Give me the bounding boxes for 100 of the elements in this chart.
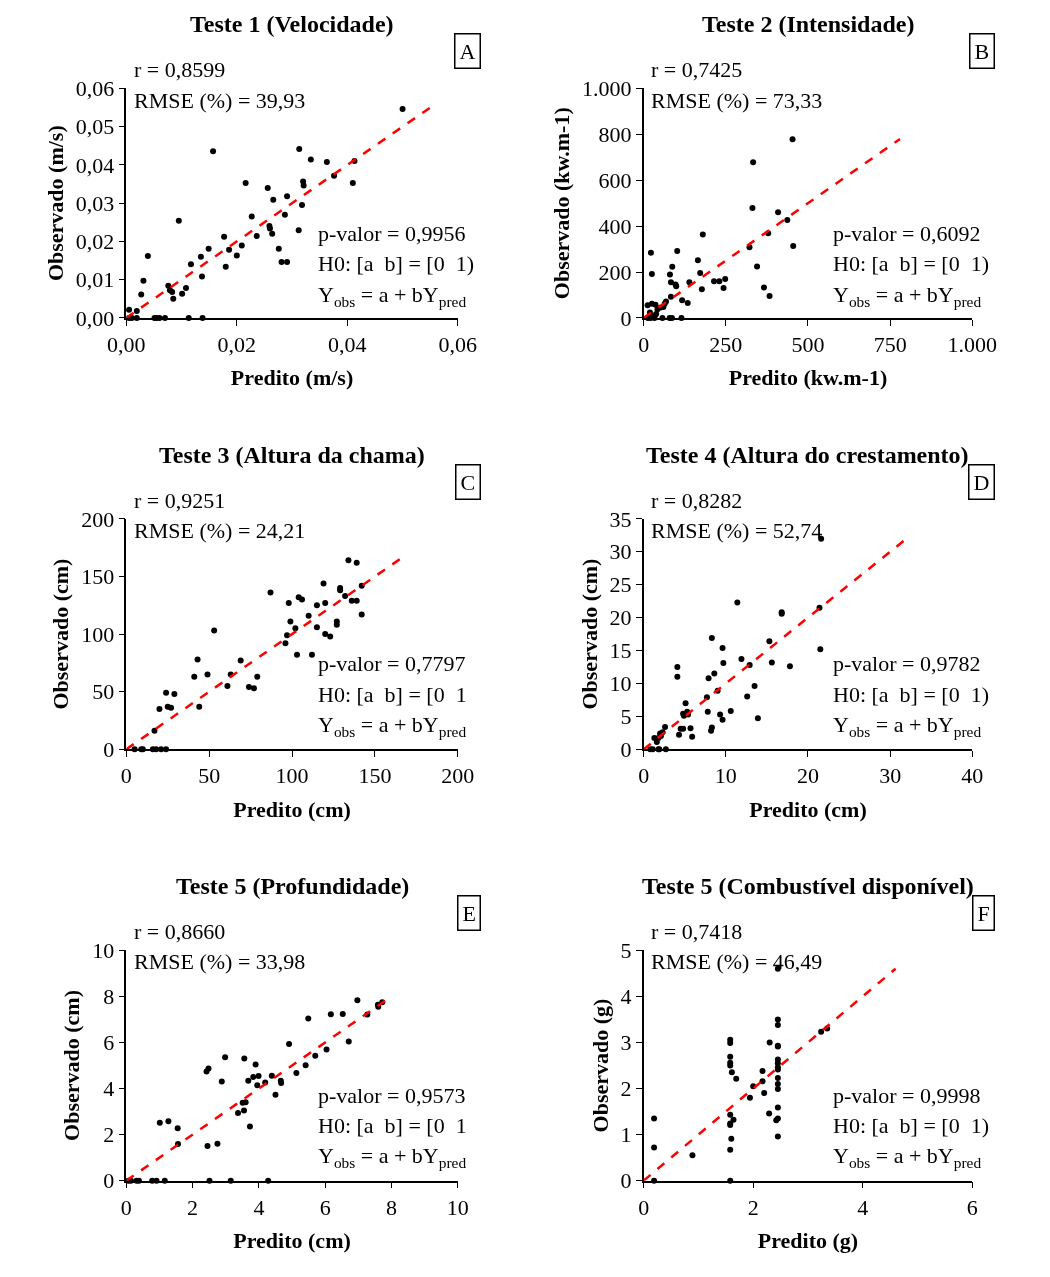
chart-title: Teste 3 (Altura da chama)	[159, 442, 425, 468]
text: B	[974, 38, 990, 64]
annotation: p-valor = 0,7797	[318, 651, 466, 676]
annotation: RMSE (%) = 24,21	[134, 518, 306, 543]
y-axis-title: Observado (m/s)	[42, 125, 68, 282]
x-tick-label: 20	[796, 763, 819, 789]
text: D	[973, 469, 990, 495]
y-tick-label: 2	[103, 1122, 115, 1148]
y-tick-label: 5	[620, 704, 632, 730]
y-tick-label: 200	[598, 259, 632, 285]
y-tick-label: 0,04	[75, 152, 115, 178]
chart-title: Teste 1 (Velocidade)	[190, 11, 394, 37]
text: C	[460, 469, 476, 495]
y-axis-title: Observado (g)	[587, 998, 613, 1133]
y-tick-label: 100	[81, 621, 115, 647]
annotation: p-valor = 0,9998	[833, 1083, 981, 1108]
y-tick-label: 2	[620, 1076, 632, 1102]
x-tick-label: 0,02	[217, 332, 257, 358]
y-tick-label: 4	[103, 1076, 115, 1102]
x-axis-title: Predito (cm)	[233, 1228, 351, 1254]
y-tick-label: 0,06	[75, 76, 115, 102]
x-tick-label: 150	[358, 763, 392, 789]
text: E	[462, 900, 476, 926]
y-tick-label: 8	[103, 984, 115, 1010]
y-tick-label: 3	[620, 1030, 632, 1056]
annotation: p-valor = 0,9573	[318, 1083, 466, 1108]
text: r = 0,9251	[134, 488, 226, 513]
annotation: Y$_{obs}$ = a + bY$_{pred}$	[318, 1143, 467, 1171]
annotation: RMSE (%) = 33,98	[134, 949, 306, 974]
y-tick-label: 30	[609, 539, 632, 565]
x-tick-label: 50	[198, 763, 221, 789]
y-tick-label: 35	[609, 506, 632, 532]
chart-title: Teste 4 (Altura do crestamento)	[646, 442, 969, 468]
x-tick-label: 250	[709, 332, 743, 358]
annotation: H0: [a b] = [0 1	[318, 1113, 467, 1138]
x-tick-label: 0,04	[328, 332, 367, 358]
annotation: H0: [a b] = [0 1)	[833, 682, 989, 707]
annotation: p-valor = 0,9782	[833, 651, 981, 676]
y-tick-label: 1	[620, 1122, 632, 1148]
y-tick-label: 0	[103, 1168, 115, 1194]
annotation: H0: [a b] = [0 1)	[833, 251, 989, 276]
text: r = 0,8599	[134, 57, 226, 82]
annotation: Y$_{obs}$ = a + bY$_{pred}$	[833, 1143, 982, 1171]
y-tick-label: 1.000	[582, 76, 632, 102]
x-tick-label: 10	[714, 763, 737, 789]
y-tick-label: 5	[620, 937, 632, 963]
y-tick-label: 0,05	[75, 114, 115, 140]
y-tick-label: 800	[598, 122, 632, 148]
x-axis-title: Predito (m/s)	[230, 365, 354, 391]
y-tick-label: 50	[92, 679, 115, 705]
chart-title: Teste 5 (Profundidade)	[176, 873, 410, 899]
annotation: RMSE (%) = 73,33	[651, 88, 823, 113]
y-tick-label: 0,00	[75, 305, 115, 331]
y-tick-label: 600	[598, 167, 632, 193]
y-tick-label: 15	[609, 638, 632, 664]
y-tick-label: 20	[609, 605, 632, 631]
y-tick-label: 150	[81, 564, 115, 590]
y-axis-title: Observado (cm)	[576, 558, 602, 710]
x-tick-label: 40	[961, 763, 984, 789]
y-tick-label: 0,03	[75, 190, 115, 216]
x-tick-label: 0	[638, 763, 650, 789]
x-tick-label: 100	[275, 763, 309, 789]
x-tick-label: 750	[873, 332, 907, 358]
annotation: Y$_{obs}$ = a + bY$_{pred}$	[833, 712, 982, 740]
annotation: H0: [a b] = [0 1)	[833, 1113, 989, 1138]
y-tick-label: 200	[81, 506, 115, 532]
text: F	[977, 900, 990, 926]
annotation: Y$_{obs}$ = a + bY$_{pred}$	[318, 712, 467, 740]
x-tick-label: 30	[879, 763, 902, 789]
text: r = 0,7418	[651, 919, 743, 944]
y-tick-label: 400	[598, 213, 632, 239]
chart-title: Teste 5 (Combustível disponível)	[642, 873, 974, 899]
x-tick-label: 200	[441, 763, 475, 789]
x-tick-label: 0	[638, 1194, 650, 1220]
y-tick-label: 25	[609, 572, 632, 598]
y-axis-title: Observado (cm)	[59, 990, 85, 1141]
y-tick-label: 0	[620, 1168, 632, 1194]
text: r = 0,8660	[134, 919, 226, 944]
x-tick-label: 0	[120, 1194, 132, 1220]
x-tick-label: 2	[747, 1194, 759, 1220]
text: r = 0,8282	[651, 488, 743, 513]
y-tick-label: 0,02	[75, 229, 115, 255]
x-tick-label: 1.000	[947, 332, 998, 358]
x-axis-title: Predito (kw.m-1)	[728, 365, 888, 391]
annotation: RMSE (%) = 46,49	[651, 949, 823, 974]
x-axis-title: Predito (g)	[757, 1228, 859, 1254]
y-tick-label: 10	[609, 671, 632, 697]
annotation: RMSE (%) = 39,93	[134, 88, 306, 113]
x-tick-label: 8	[386, 1194, 398, 1220]
text: A	[459, 38, 476, 64]
y-tick-label: 0	[620, 305, 632, 331]
y-tick-label: 0	[103, 736, 115, 762]
annotation: p-valor = 0,9956	[318, 221, 466, 246]
annotation: Y$_{obs}$ = a + bY$_{pred}$	[318, 282, 467, 310]
text: r = 0,7425	[651, 57, 743, 82]
y-tick-label: 0,01	[75, 267, 115, 293]
y-tick-label: 4	[620, 984, 632, 1010]
x-tick-label: 10	[446, 1194, 469, 1220]
annotation: RMSE (%) = 52,74	[651, 518, 823, 543]
x-axis-title: Predito (cm)	[233, 796, 351, 822]
